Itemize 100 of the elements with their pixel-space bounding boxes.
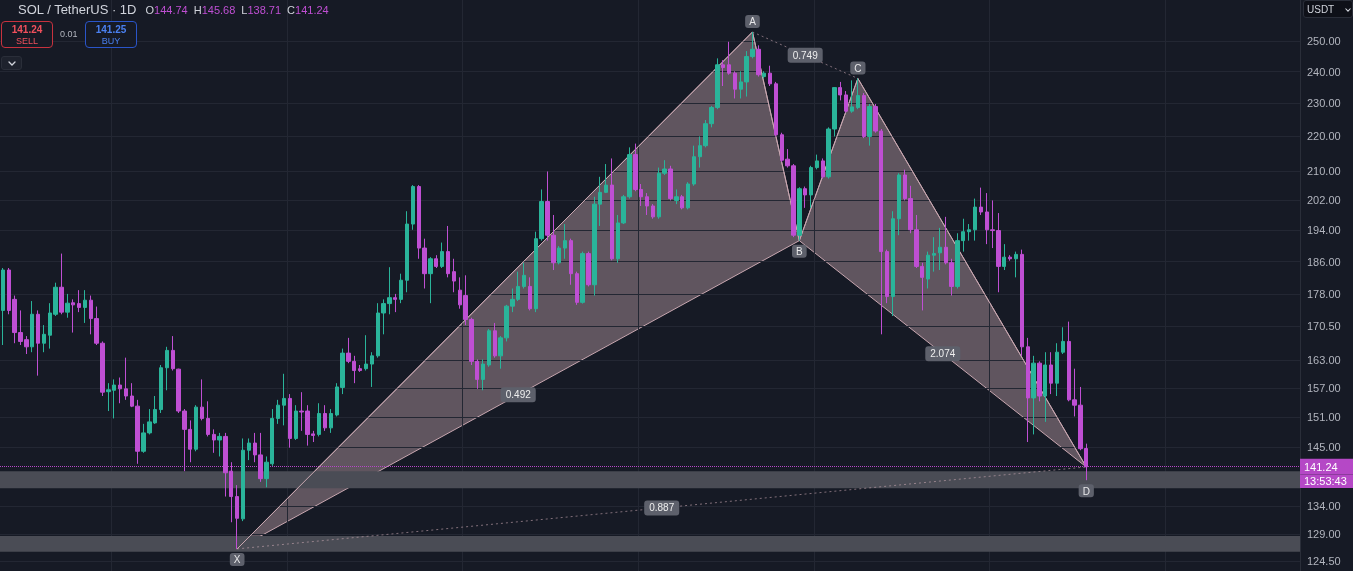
candlestick bbox=[159, 364, 163, 414]
candlestick bbox=[1014, 251, 1018, 278]
candlestick bbox=[809, 165, 813, 209]
candlestick bbox=[674, 188, 679, 205]
candlestick bbox=[932, 236, 936, 273]
candlestick bbox=[440, 242, 444, 269]
sell-button: 141.24 SELL bbox=[1, 21, 53, 48]
candlestick bbox=[815, 154, 819, 170]
candlestick bbox=[610, 157, 614, 261]
candlestick bbox=[680, 194, 684, 210]
candlestick bbox=[762, 70, 766, 79]
candlestick bbox=[30, 300, 34, 353]
data-label: C bbox=[854, 62, 862, 74]
candlestick bbox=[668, 165, 673, 201]
candlestick bbox=[850, 79, 854, 114]
annotation: SELL bbox=[15, 36, 39, 47]
annotation: BUY bbox=[100, 36, 122, 47]
candlestick bbox=[580, 251, 585, 305]
candlestick bbox=[276, 399, 280, 425]
candlestick bbox=[452, 258, 456, 293]
candlestick bbox=[42, 324, 46, 353]
candlestick bbox=[83, 289, 87, 324]
candlestick bbox=[733, 70, 737, 99]
candlestick bbox=[973, 198, 977, 242]
candlestick bbox=[867, 103, 872, 147]
candlestick bbox=[756, 44, 761, 78]
candlestick bbox=[803, 186, 807, 209]
candlestick bbox=[71, 298, 75, 334]
candlestick bbox=[774, 81, 778, 137]
candlestick bbox=[575, 271, 579, 306]
candlestick bbox=[1026, 337, 1030, 443]
currency-dropdown: USDT bbox=[1303, 0, 1353, 18]
candlestick bbox=[411, 184, 415, 231]
data-label: D bbox=[1082, 485, 1090, 497]
candlestick bbox=[557, 245, 561, 265]
y-tick-label: 129.00 bbox=[1307, 528, 1341, 541]
chart-title: SOL / TetherUS · 1D bbox=[18, 2, 137, 17]
candlestick bbox=[1061, 326, 1065, 355]
candlestick bbox=[967, 223, 971, 242]
y-tick-label: 124.50 bbox=[1307, 554, 1341, 567]
candlestick bbox=[217, 432, 222, 457]
y-tick-label: 250.00 bbox=[1307, 35, 1341, 48]
candlestick bbox=[768, 65, 772, 87]
annotation: 0.887 bbox=[649, 502, 675, 514]
candlestick bbox=[1002, 243, 1006, 271]
y-tick-label: 178.00 bbox=[1307, 288, 1341, 301]
candlestick bbox=[1049, 351, 1053, 395]
y-tick-label: 145.00 bbox=[1307, 441, 1341, 454]
candlestick bbox=[522, 262, 526, 289]
buy-button: 141.25 BUY bbox=[85, 21, 137, 48]
candlestick bbox=[856, 77, 860, 110]
candlestick bbox=[329, 408, 333, 434]
candlestick bbox=[821, 157, 825, 180]
candlestick bbox=[721, 59, 725, 87]
candlestick bbox=[1031, 355, 1036, 435]
candlestick bbox=[399, 273, 403, 304]
candlestick bbox=[481, 358, 485, 391]
candlestick bbox=[235, 484, 239, 550]
candlestick bbox=[569, 238, 573, 286]
y-tick-label: 157.00 bbox=[1307, 381, 1341, 394]
annotation: 0.749 bbox=[792, 49, 819, 61]
candlestick bbox=[1055, 342, 1059, 397]
candlestick bbox=[897, 172, 901, 236]
candlestick bbox=[200, 378, 204, 421]
annotation: 0.01 bbox=[60, 29, 78, 39]
candlestick bbox=[844, 90, 848, 114]
candlestick bbox=[364, 334, 368, 372]
text: 13:53:43 bbox=[1300, 474, 1353, 488]
candlestick bbox=[434, 254, 438, 269]
candlestick bbox=[446, 225, 450, 278]
candlestick bbox=[885, 249, 889, 304]
candlestick bbox=[979, 187, 983, 216]
candlestick bbox=[604, 163, 608, 194]
data-label: A bbox=[749, 16, 757, 28]
y-axis-title: USDT bbox=[1307, 4, 1335, 15]
candlestick bbox=[692, 145, 696, 187]
candlestick bbox=[194, 404, 198, 452]
candlestick bbox=[294, 404, 298, 441]
candlestick bbox=[393, 293, 397, 313]
candlestick bbox=[938, 227, 942, 271]
y-tick-label: 186.00 bbox=[1307, 255, 1341, 268]
y-tick-label: 202.00 bbox=[1307, 194, 1341, 207]
candlestick bbox=[241, 437, 245, 522]
candlestick bbox=[586, 251, 591, 287]
y-tick-label: 134.00 bbox=[1307, 499, 1341, 512]
candlestick bbox=[206, 400, 210, 437]
candlestick bbox=[212, 428, 216, 454]
candlestick bbox=[323, 404, 327, 432]
candlestick bbox=[1043, 351, 1047, 423]
candlestick bbox=[926, 251, 930, 289]
candlestick bbox=[862, 92, 866, 139]
candlestick bbox=[288, 393, 292, 449]
candlestick bbox=[686, 181, 690, 210]
candlestick bbox=[797, 186, 802, 242]
candlestick bbox=[493, 322, 497, 359]
y-tick-label: 230.00 bbox=[1307, 97, 1341, 110]
candlestick bbox=[282, 373, 286, 426]
data-label: X bbox=[233, 554, 241, 566]
candlestick bbox=[36, 309, 40, 377]
candlestick bbox=[358, 364, 362, 373]
